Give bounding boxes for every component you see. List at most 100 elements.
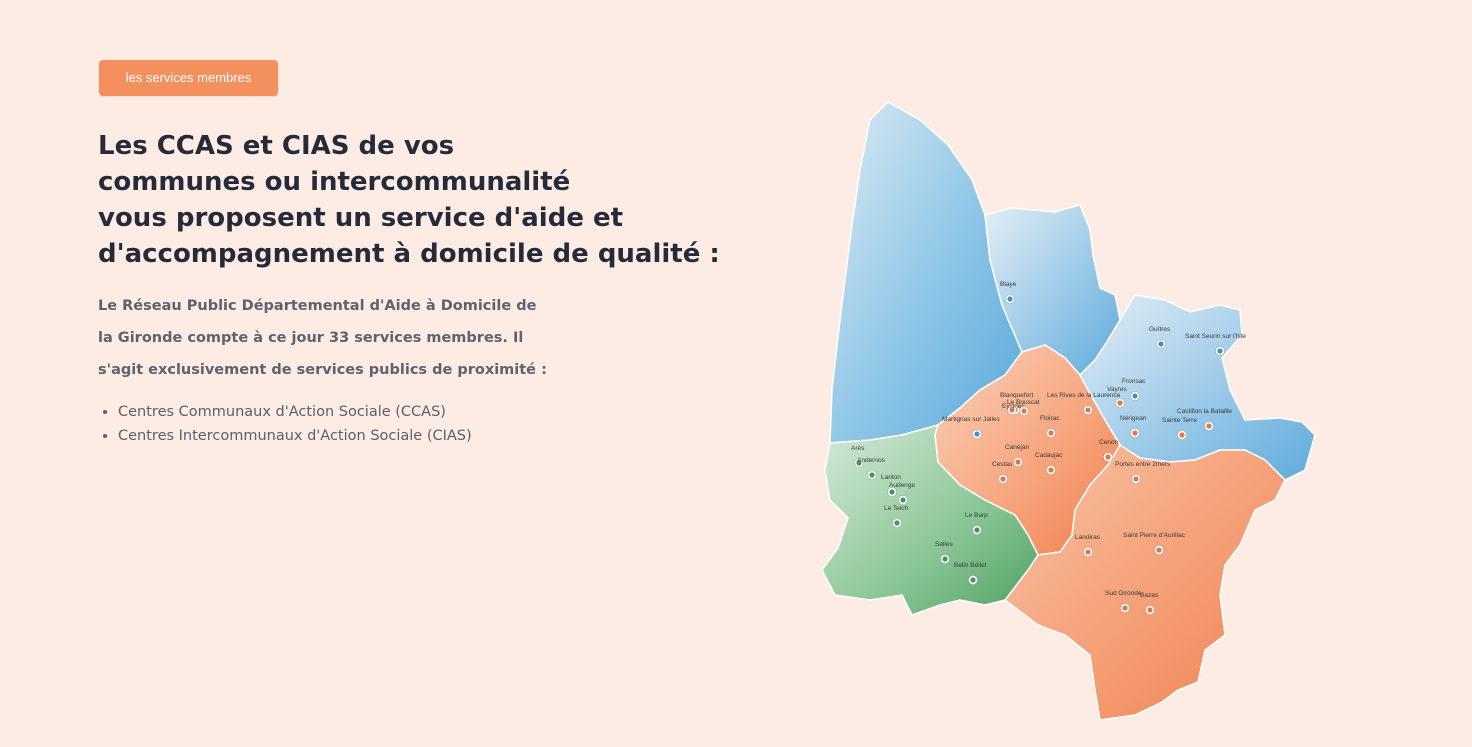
- city-label: Sainte Terre: [1162, 417, 1197, 424]
- city-marker-martignas-sur-jalles[interactable]: Martignas sur Jalles: [942, 416, 1001, 439]
- city-marker-dot: [1117, 400, 1123, 406]
- city-marker-dot: [974, 431, 980, 437]
- city-marker-andernos[interactable]: Andernos: [857, 457, 886, 480]
- city-marker-les-rives-de-la-laurence[interactable]: Les Rives de la Laurence: [1047, 392, 1121, 415]
- city-marker-dot: [1021, 408, 1027, 414]
- city-marker-dot: [1156, 547, 1162, 553]
- city-label: Le Barp: [965, 512, 988, 519]
- city-label: Sud Gironde: [1105, 590, 1142, 597]
- city-marker-belin-b-liet[interactable]: Belin Béliet: [954, 562, 987, 585]
- city-marker-dot: [1007, 296, 1013, 302]
- city-label: Cestas: [992, 461, 1013, 468]
- city-label: Floirac: [1040, 415, 1060, 422]
- city-marker-vayres[interactable]: Vayres: [1107, 386, 1127, 408]
- city-label: Saint Seurin sur l'Isle: [1185, 333, 1246, 340]
- city-marker-dot: [1048, 430, 1054, 436]
- city-label: Arès: [851, 445, 865, 452]
- city-marker-cenon[interactable]: Cenon: [1099, 439, 1119, 462]
- region-bassin-arcachon: [821, 423, 1039, 616]
- city-marker-dot: [1048, 467, 1054, 473]
- city-label: Cadaujac: [1035, 452, 1063, 459]
- city-marker-audenge[interactable]: Audenge: [889, 482, 915, 505]
- city-marker-portes-entre-2mers[interactable]: Portes entre 2mers: [1115, 461, 1171, 484]
- city-marker-sainte-terre[interactable]: Sainte Terre: [1162, 417, 1197, 440]
- city-label: Nérigean: [1120, 415, 1147, 422]
- city-marker-dot: [1217, 348, 1223, 354]
- city-label: Eysines: [1002, 403, 1026, 410]
- city-marker-dot: [1158, 341, 1164, 347]
- list-item-ccas: Centres Communaux d'Action Sociale (CCAS…: [118, 400, 578, 424]
- city-marker-bazas[interactable]: Bazas: [1140, 592, 1159, 615]
- city-marker-floirac[interactable]: Floirac: [1040, 415, 1060, 438]
- gironde-map-svg: Blaye Guîtres Saint Seurin sur l'Isle Blanq…: [821, 101, 1316, 721]
- service-types-list: Centres Communaux d'Action Sociale (CCAS…: [98, 400, 578, 448]
- city-label: Lanton: [881, 474, 901, 481]
- city-marker-cestas[interactable]: Cestas: [992, 461, 1013, 484]
- city-marker-le-barp[interactable]: Le Barp: [965, 512, 988, 535]
- title-line-4: d'accompagnement à domicile de qualité :: [98, 239, 720, 269]
- city-label: Blanquefort: [1000, 392, 1033, 399]
- page-title: Les CCAS et CIAS de vos communes ou inte…: [98, 128, 720, 272]
- region-sud-gironde: [1003, 443, 1286, 721]
- city-label: Landiras: [1075, 534, 1101, 541]
- city-label: Saint Pierre d'Aurillac: [1123, 532, 1186, 539]
- intro-line-1: Le Réseau Public Départemental d'Aide à …: [98, 298, 537, 314]
- city-marker-dot: [856, 460, 862, 466]
- city-label: Portes entre 2mers: [1115, 461, 1171, 468]
- city-markers: Blaye Guîtres Saint Seurin sur l'Isle Blanq…: [851, 281, 1246, 615]
- city-marker-dot: [1179, 432, 1185, 438]
- city-marker-salles[interactable]: Salles: [935, 541, 953, 564]
- city-marker-dot: [1000, 476, 1006, 482]
- city-label: Fronsac: [1122, 378, 1146, 385]
- intro-line-3: s'agit exclusivement de services publics…: [98, 362, 547, 378]
- city-marker-gu-tres[interactable]: Guîtres: [1149, 326, 1171, 349]
- city-marker-dot: [970, 577, 976, 583]
- city-marker-sud-gironde[interactable]: Sud Gironde: [1105, 590, 1142, 613]
- city-marker-castillon-la-bataille[interactable]: Castillon la Bataille: [1177, 408, 1232, 431]
- city-marker-dot: [900, 497, 906, 503]
- city-marker-dot: [1132, 430, 1138, 436]
- city-label: Blaye: [1000, 281, 1017, 288]
- city-marker-dot: [869, 472, 875, 478]
- city-marker-blaye[interactable]: Blaye: [1000, 281, 1017, 304]
- services-members-badge[interactable]: les services membres: [99, 60, 278, 96]
- city-marker-n-rigean[interactable]: Nérigean: [1120, 415, 1147, 438]
- city-marker-dot: [1133, 476, 1139, 482]
- title-line-1: Les CCAS et CIAS de vos: [98, 131, 455, 161]
- city-marker-dot: [1132, 393, 1138, 399]
- city-label: Castillon la Bataille: [1177, 408, 1232, 415]
- city-marker-dot: [1015, 459, 1021, 465]
- city-marker-eysines[interactable]: Eysines: [1002, 403, 1026, 415]
- city-marker-lanton[interactable]: Lanton: [881, 474, 901, 497]
- city-marker-dot: [1009, 407, 1015, 413]
- city-marker-le-teich[interactable]: Le Teich: [884, 505, 908, 528]
- city-marker-dot: [1105, 454, 1111, 460]
- city-label: Les Rives de la Laurence: [1047, 392, 1121, 399]
- city-label: Vayres: [1107, 386, 1127, 393]
- city-marker-dot: [974, 527, 980, 533]
- city-marker-can-jan[interactable]: Canéjan: [1005, 444, 1030, 467]
- city-label: Andernos: [857, 457, 886, 464]
- city-label: Salles: [935, 541, 953, 548]
- city-marker-dot: [889, 489, 895, 495]
- gironde-map: Blaye Guîtres Saint Seurin sur l'Isle Blanq…: [790, 90, 1350, 730]
- city-marker-saint-seurin-sur-l-isle[interactable]: Saint Seurin sur l'Isle: [1185, 333, 1246, 356]
- city-marker-landiras[interactable]: Landiras: [1075, 534, 1101, 557]
- title-line-3: vous proposent un service d'aide et: [98, 203, 624, 233]
- city-marker-dot: [1122, 605, 1128, 611]
- city-label: Martignas sur Jalles: [942, 416, 1001, 423]
- city-marker-fronsac[interactable]: Fronsac: [1122, 378, 1146, 401]
- city-marker-dot: [894, 520, 900, 526]
- city-label: Belin Béliet: [954, 562, 987, 569]
- city-label: Audenge: [889, 482, 915, 489]
- city-marker-cadaujac[interactable]: Cadaujac: [1035, 452, 1063, 475]
- city-marker-dot: [1085, 549, 1091, 555]
- city-label: Bazas: [1140, 592, 1159, 599]
- city-marker-dot: [1085, 407, 1091, 413]
- city-marker-ar-s[interactable]: Arès: [851, 445, 865, 468]
- city-marker-saint-pierre-d-aurillac[interactable]: Saint Pierre d'Aurillac: [1123, 532, 1186, 555]
- city-marker-dot: [1206, 423, 1212, 429]
- city-label: Le Teich: [884, 505, 908, 512]
- city-label: Guîtres: [1149, 326, 1171, 333]
- city-marker-le-bouscat[interactable]: Le Bouscat: [1007, 399, 1040, 416]
